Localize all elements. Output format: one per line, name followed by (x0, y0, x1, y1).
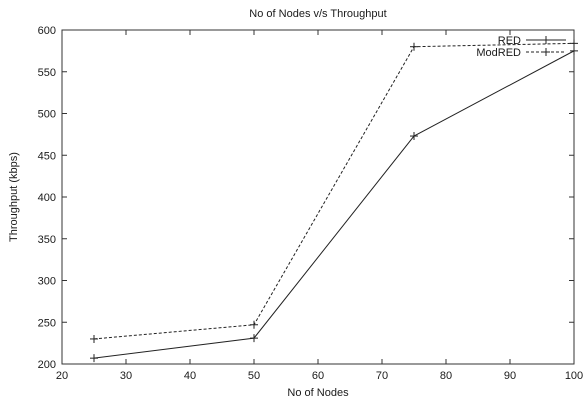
data-point-red (250, 334, 258, 343)
data-point-red (570, 46, 578, 55)
x-tick-label: 100 (565, 370, 583, 382)
x-tick-label: 80 (440, 370, 452, 382)
y-tick-label: 250 (38, 317, 56, 329)
legend-label: RED (498, 35, 521, 47)
legend-marker (542, 36, 550, 44)
x-tick-label: 90 (504, 370, 516, 382)
x-tick-label: 20 (56, 370, 68, 382)
chart-title: No of Nodes v/s Throughput (249, 8, 386, 20)
y-tick-label: 400 (38, 192, 56, 204)
plot-frame (61, 29, 575, 365)
x-axis-label: No of Nodes (287, 387, 349, 399)
y-axis-label: Throughput (kbps) (8, 152, 20, 242)
data-point-modred (410, 42, 418, 51)
data-point-red (90, 354, 98, 363)
data-point-modred (570, 39, 578, 48)
x-tick-label: 40 (184, 370, 196, 382)
data-point-red (410, 132, 418, 141)
x-tick-label: 60 (312, 370, 324, 382)
y-tick-label: 200 (38, 359, 56, 371)
y-tick-label: 300 (38, 276, 56, 288)
y-tick-label: 600 (38, 25, 56, 37)
y-tick-label: 350 (38, 234, 56, 246)
legend-marker (542, 48, 550, 56)
x-tick-label: 30 (120, 370, 132, 382)
series-line-red (93, 50, 575, 359)
series-layer (90, 39, 578, 363)
x-tick-label: 70 (376, 370, 388, 382)
y-tick-label: 450 (38, 150, 56, 162)
data-point-modred (250, 320, 258, 329)
data-point-modred (90, 334, 98, 343)
x-tick-label: 50 (248, 370, 260, 382)
y-tick-label: 550 (38, 67, 56, 79)
axis-ticks: 20 30 40 50 60 70 80 90 100 200 250 300 350 400 450 500… (38, 25, 584, 382)
y-tick-label: 500 (38, 109, 56, 121)
series-line-modred (93, 42, 575, 340)
legend-label: ModRED (476, 47, 521, 59)
